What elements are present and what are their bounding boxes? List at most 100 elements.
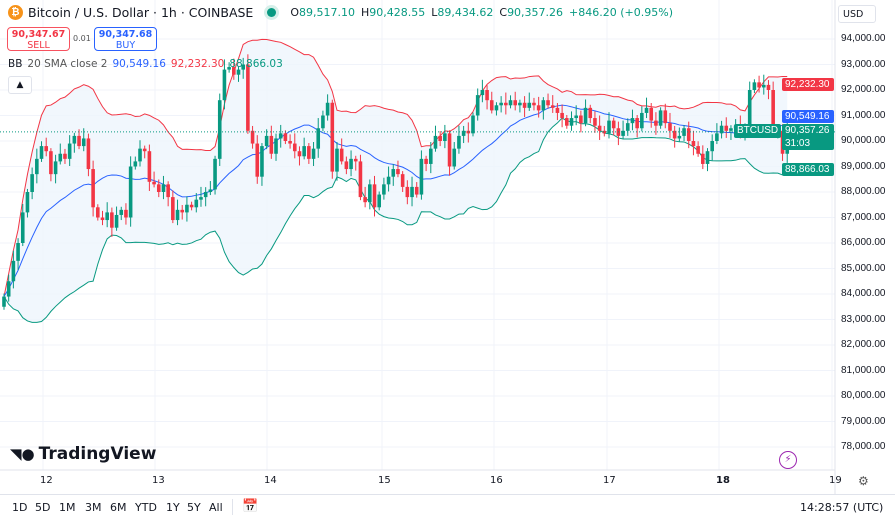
price-axis-label: 79,000.00 bbox=[841, 415, 886, 427]
candle-body bbox=[288, 141, 292, 144]
bb-lower-value: 88,866.03 bbox=[229, 58, 283, 70]
candle-body bbox=[199, 197, 203, 200]
candle-body bbox=[156, 184, 161, 192]
range-button-3m[interactable]: 3M bbox=[85, 501, 102, 514]
price-axis-label: 84,000.00 bbox=[841, 288, 886, 299]
candle-body bbox=[644, 107, 649, 113]
candle-body bbox=[166, 184, 170, 198]
lightning-icon[interactable]: ⚡ bbox=[779, 451, 797, 469]
candle-body bbox=[649, 107, 654, 121]
range-button-all[interactable]: All bbox=[209, 501, 223, 514]
candle-body bbox=[11, 260, 16, 282]
candle-body bbox=[541, 100, 546, 111]
symbol-header: ₿ Bitcoin / U.S. Dollar · 1h · COINBASE … bbox=[8, 5, 679, 20]
price-axis-label: 81,000.00 bbox=[841, 364, 886, 376]
candle-body bbox=[480, 90, 485, 96]
candle-body bbox=[597, 125, 602, 131]
candle-body bbox=[410, 186, 414, 198]
candle-body bbox=[297, 151, 302, 157]
candle-body bbox=[44, 146, 49, 152]
candle-body bbox=[321, 115, 325, 129]
price-axis-label: 90,000.00 bbox=[841, 135, 886, 146]
candle-body bbox=[203, 192, 208, 198]
candle-body bbox=[86, 138, 91, 170]
candle-body bbox=[691, 141, 696, 147]
candle-body bbox=[729, 128, 733, 131]
candle-body bbox=[274, 138, 278, 154]
candle-body bbox=[532, 102, 536, 106]
candle-body bbox=[513, 100, 518, 106]
candle-body bbox=[175, 209, 180, 221]
range-button-ytd[interactable]: YTD bbox=[135, 501, 157, 514]
candle-body bbox=[119, 209, 124, 215]
price-axis-label: 86,000.00 bbox=[841, 237, 886, 248]
candle-body bbox=[6, 281, 11, 297]
candle-body bbox=[171, 197, 175, 221]
candle-body bbox=[658, 110, 663, 126]
sell-button[interactable]: 90,347.67 SELL bbox=[7, 27, 70, 51]
candle-body bbox=[424, 158, 428, 164]
candle-body bbox=[349, 158, 353, 170]
candle-body bbox=[30, 174, 34, 192]
candle-body bbox=[574, 115, 578, 119]
candle-body bbox=[499, 102, 503, 106]
bollinger-legend[interactable]: BB 20 SMA close 2 90,549.16 92,232.30 88,866… bbox=[8, 58, 288, 70]
ohlc-close: C90,357.26 bbox=[499, 6, 563, 19]
candle-body bbox=[302, 146, 306, 157]
candle-body bbox=[250, 130, 255, 144]
currency-dropdown[interactable]: USD bbox=[838, 5, 876, 23]
candle-body bbox=[625, 123, 630, 131]
candle-body bbox=[405, 186, 410, 198]
price-chart[interactable] bbox=[0, 0, 895, 494]
ohlc-change: +846.20 (+0.95%) bbox=[569, 6, 673, 19]
candle-body bbox=[747, 90, 752, 129]
candle-body bbox=[715, 133, 719, 141]
range-button-1m[interactable]: 1M bbox=[59, 501, 76, 514]
candle-body bbox=[386, 176, 391, 185]
ohlc-close-label: C bbox=[499, 6, 508, 19]
price-axis-label: 93,000.00 bbox=[841, 58, 886, 70]
candle-body bbox=[377, 194, 381, 208]
candle-body bbox=[222, 69, 227, 101]
tradingview-logo[interactable]: ◥● TradingView bbox=[10, 444, 156, 464]
clock-utc[interactable]: 14:28:57 (UTC) bbox=[800, 501, 884, 514]
candle-body bbox=[133, 161, 138, 167]
symbol-title[interactable]: Bitcoin / U.S. Dollar · 1h · COINBASE bbox=[28, 5, 254, 20]
market-open-icon bbox=[267, 8, 277, 17]
time-axis-label: 18 bbox=[716, 475, 730, 486]
buy-button[interactable]: 90,347.68 BUY bbox=[94, 27, 157, 51]
candle-body bbox=[724, 125, 729, 131]
candle-body bbox=[485, 90, 489, 101]
candle-body bbox=[232, 67, 236, 75]
range-button-6m[interactable]: 6M bbox=[110, 501, 127, 514]
gear-icon[interactable]: ⚙ bbox=[858, 474, 869, 488]
candle-body bbox=[471, 115, 475, 134]
candle-body bbox=[504, 102, 508, 106]
sell-label: SELL bbox=[27, 40, 50, 51]
candle-body bbox=[63, 153, 67, 159]
candle-body bbox=[246, 64, 250, 131]
price-axis-label: 78,000.00 bbox=[841, 441, 886, 452]
range-button-5d[interactable]: 5D bbox=[35, 501, 51, 514]
range-button-5y[interactable]: 5Y bbox=[187, 501, 201, 514]
candle-body bbox=[2, 296, 6, 307]
candle-body bbox=[654, 120, 658, 126]
candle-body bbox=[142, 148, 147, 152]
candle-body bbox=[325, 102, 330, 116]
candle-body bbox=[100, 217, 105, 221]
candle-body bbox=[307, 146, 311, 159]
candle-body bbox=[382, 184, 386, 195]
candle-body bbox=[433, 135, 438, 149]
candle-body bbox=[264, 135, 269, 147]
range-button-1y[interactable]: 1Y bbox=[166, 501, 180, 514]
calendar-icon[interactable]: 📅 bbox=[242, 499, 259, 514]
candle-body bbox=[663, 110, 668, 124]
buy-label: BUY bbox=[115, 40, 136, 51]
bb-upper-value: 92,232.30 bbox=[170, 58, 225, 70]
candle-body bbox=[363, 197, 367, 203]
range-button-1d[interactable]: 1D bbox=[12, 501, 28, 514]
price-axis-label: 83,000.00 bbox=[841, 313, 886, 325]
collapse-legend-button[interactable]: ▲ bbox=[8, 76, 32, 94]
candle-body bbox=[335, 148, 339, 172]
candle-body bbox=[269, 135, 274, 154]
